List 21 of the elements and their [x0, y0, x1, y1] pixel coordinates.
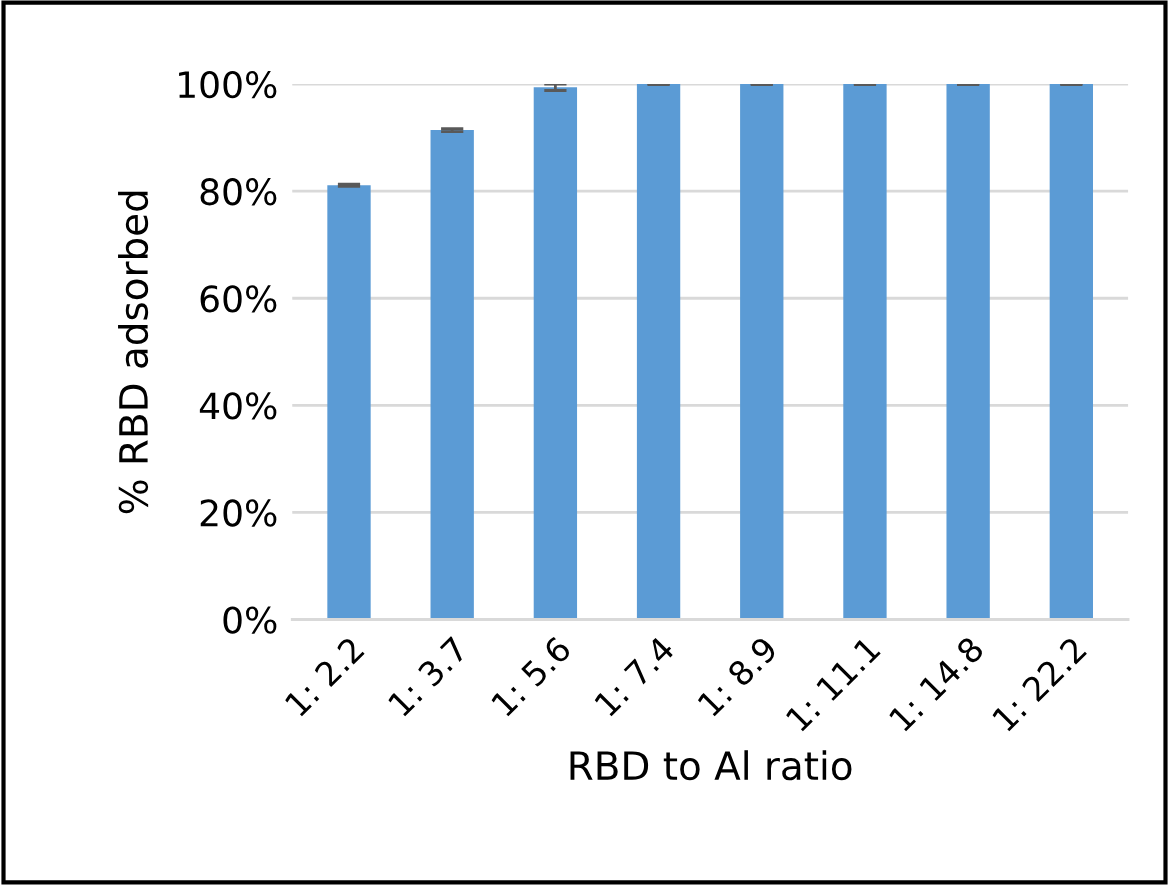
bar — [327, 185, 371, 620]
y-tick-label: 60% — [200, 285, 277, 313]
x-axis-title: RBD to Al ratio — [570, 750, 852, 781]
bar — [1049, 84, 1093, 620]
bar — [740, 84, 784, 620]
x-tick-label: 1: 7.4 — [593, 635, 676, 717]
x-tick-label: 1: 3.7 — [387, 635, 469, 717]
y-axis-title: % RBD adsorbed — [118, 191, 149, 514]
bar — [946, 84, 990, 620]
x-tick-label: 1: 5.6 — [490, 635, 573, 717]
y-tick-label: 0% — [223, 606, 277, 634]
bar — [430, 130, 474, 620]
x-tick-label: 1: 2.2 — [284, 636, 365, 717]
x-tick-label: 1: 8.9 — [696, 635, 779, 717]
bar — [636, 84, 681, 620]
y-tick-label: 100% — [179, 70, 277, 99]
bar — [533, 87, 578, 620]
y-tick-label: 40% — [199, 392, 277, 420]
y-tick-label: 80% — [200, 178, 277, 206]
bar — [843, 84, 887, 620]
y-tick-label: 20% — [200, 499, 277, 527]
